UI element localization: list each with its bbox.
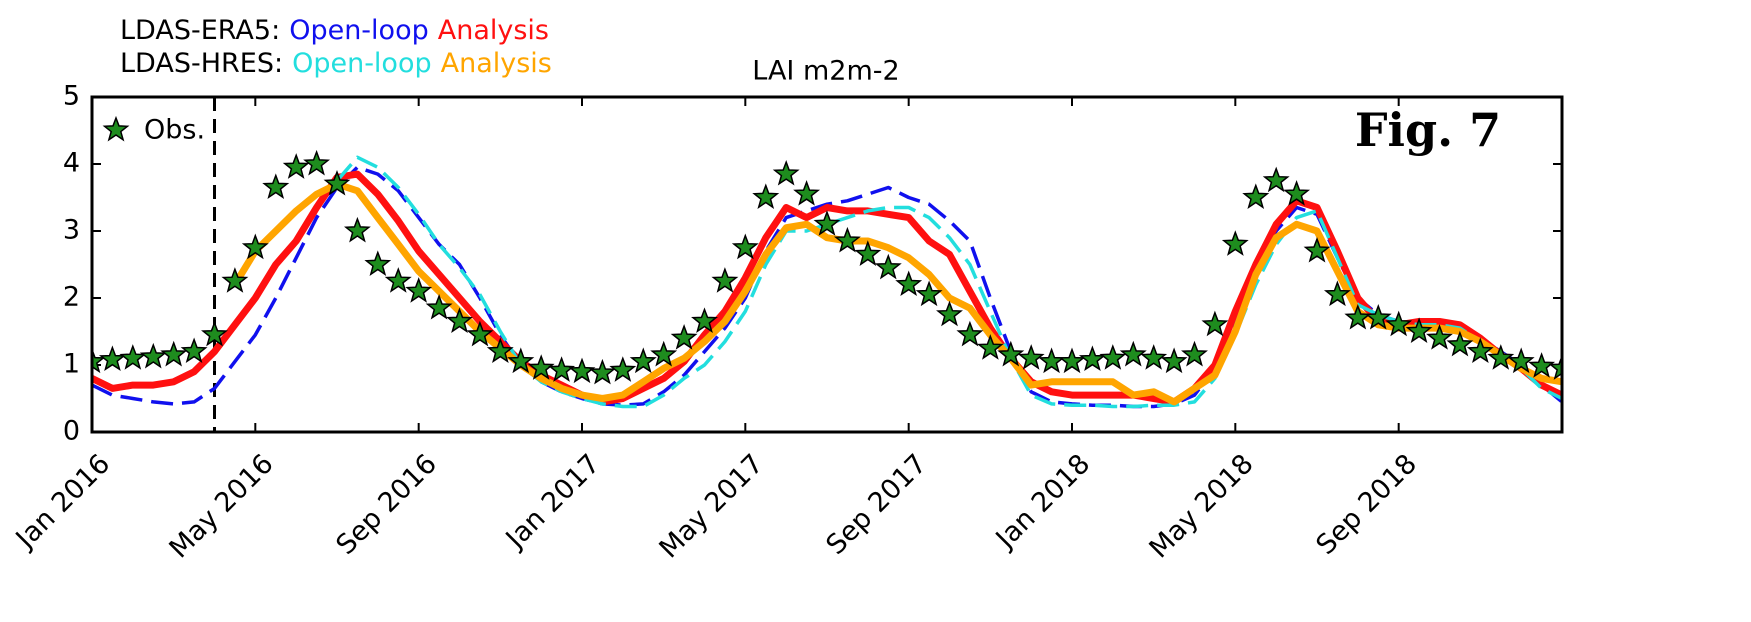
obs-marker [221,267,249,293]
obs-marker [405,277,433,303]
obs-marker [343,216,371,243]
obs-marker [976,334,1004,360]
obs-marker [1099,344,1127,370]
obs-marker [1078,345,1106,372]
obs-marker [915,280,943,307]
obs-marker [956,320,984,347]
obs-marker [425,293,453,320]
legend-row: LDAS-ERA5: Open-loop Analysis [120,15,549,46]
obs-marker [1426,324,1453,350]
obs-marker [507,347,535,374]
obs-marker [241,233,269,260]
obs-marker [486,337,514,364]
obs-marker [1119,340,1147,367]
y-tick-label: 5 [63,81,80,112]
figure-label: Fig. 7 [1355,103,1501,157]
obs-marker [1303,236,1331,263]
series-line [231,180,1562,406]
obs-marker [1283,180,1311,206]
y-tick-label: 2 [63,282,80,313]
obs-marker [1446,330,1474,357]
obs-marker [813,210,841,236]
obs-marker [1405,317,1433,343]
obs-marker [548,356,576,382]
obs-marker [731,233,759,260]
obs-marker [670,324,698,350]
y-tick-label: 3 [63,215,80,246]
obs-marker [1548,354,1562,380]
obs-marker [752,183,780,209]
obs-marker [874,253,902,280]
obs-marker [833,226,861,253]
obs-marker [160,340,188,367]
obs-marker [650,340,678,367]
obs-marker [364,250,392,276]
obs-marker [98,345,126,372]
obs-marker [303,149,331,176]
obs-marker [609,356,637,382]
obs-marker [92,347,106,374]
legend-label: Obs. [144,115,205,146]
obs-marker [1507,347,1535,374]
legend-group-label: LDAS-ERA5: [120,15,280,46]
obs-marker [1140,344,1168,370]
obs-marker [201,320,228,347]
obs-marker [1242,183,1270,209]
obs-marker [1017,344,1045,370]
legend-group-label: LDAS-HRES: [120,48,283,79]
obs-marker [629,347,657,374]
obs-marker [282,153,310,179]
obs-marker [1385,310,1413,337]
obs-marker [895,270,923,297]
legend-marker [102,115,130,142]
obs-marker [1181,340,1208,367]
plot-frame [90,95,1564,434]
obs-marker [1364,303,1392,330]
y-tick-label: 0 [63,416,80,447]
obs-marker [854,240,882,266]
legend-entry: Analysis [438,15,549,46]
y-tick-label: 4 [63,148,80,179]
obs-marker [323,169,351,196]
obs-marker [1221,230,1249,256]
obs-marker [527,354,555,380]
obs-marker [1201,310,1229,337]
obs-marker [793,180,821,206]
obs-marker [180,337,208,364]
obs-marker [262,173,290,199]
obs-marker [466,320,494,347]
obs-marker [997,340,1025,367]
legend-entry: Open-loop [292,48,432,79]
obs-marker [772,159,800,186]
obs-marker [1262,166,1290,193]
plot-area [92,149,1562,409]
obs-marker [1323,280,1351,307]
obs-marker [691,307,718,333]
obs-marker [139,342,167,369]
legend-row: LDAS-HRES: Open-loop Analysis [120,48,552,79]
obs-marker [119,344,147,370]
obs-marker [1058,347,1086,374]
obs-marker [568,357,596,384]
obs-marker [936,300,963,327]
obs-marker [588,358,616,385]
obs-marker [1487,344,1515,370]
chart-title: LAI m2m-2 [752,56,899,87]
obs-marker [1528,352,1556,378]
obs-marker [1160,347,1188,374]
legend-entry: Open-loop [289,15,429,46]
obs-marker [711,267,739,293]
obs-marker [384,267,412,293]
obs-marker [1466,337,1494,364]
legend-entry: Analysis [441,48,552,79]
y-tick-label: 1 [63,349,80,380]
obs-marker [446,307,473,333]
